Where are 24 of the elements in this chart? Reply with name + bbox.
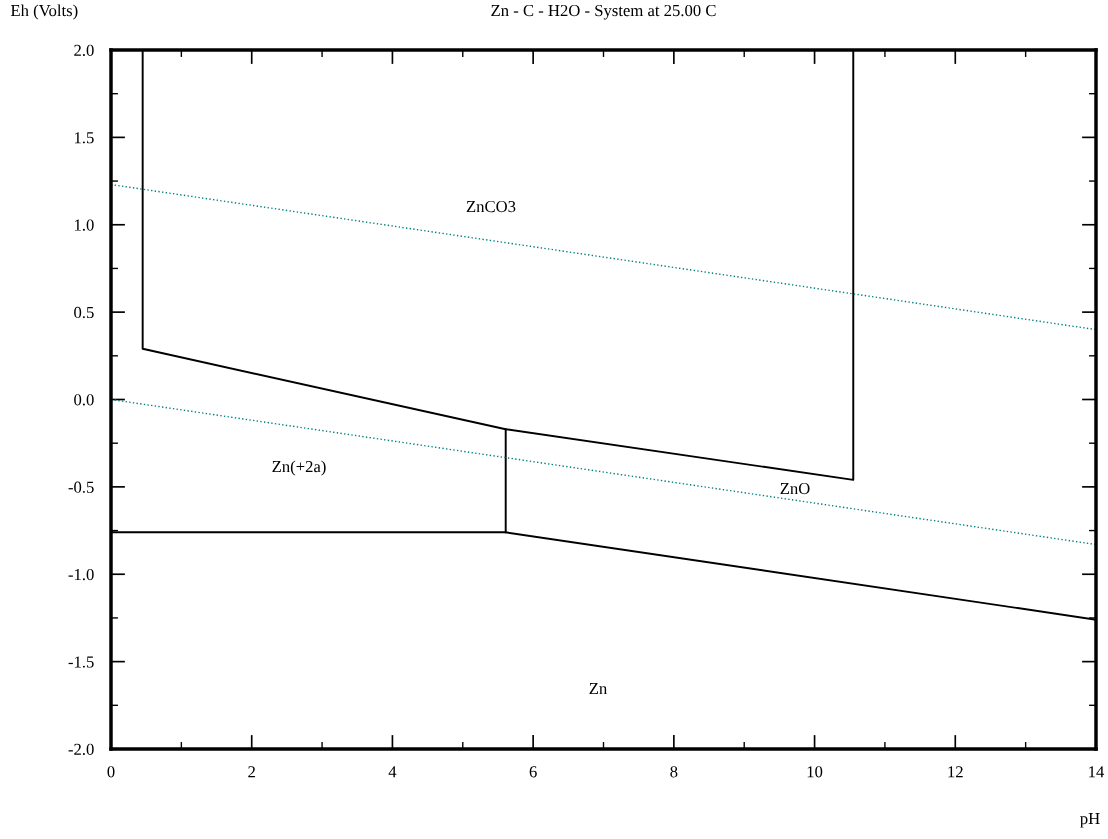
x-tick-label: 0 [107,766,115,778]
x-tick-label: 10 [807,766,823,778]
y-tick-label: -1.5 [68,656,94,668]
x-axis-title: pH [1080,813,1100,828]
y-tick-label: -0.5 [68,481,94,493]
x-tick-label: 14 [1089,766,1105,778]
x-tick-label: 2 [248,766,255,778]
x-tick-label: 12 [948,766,963,778]
y-tick-label: 1.5 [74,132,94,144]
annotation: ZnCO3 [466,200,516,213]
y-tick-label: 0.5 [74,306,94,319]
x-tick-label: 6 [529,766,537,778]
chart-title: Zn - C - H2O - System at 25.00 C [491,4,716,20]
x-tick-label: 4 [388,766,397,778]
annotation: Zn [589,683,607,695]
y-tick-label: -2.0 [68,743,94,756]
y-axis-title: Eh (Volts) [10,4,78,20]
annotation: ZnO [780,482,810,495]
y-tick-label: 2.0 [74,44,94,57]
annotation: Zn(+2a) [272,460,326,476]
y-tick-label: -1.0 [68,568,94,581]
y-tick-label: 0.0 [74,394,94,406]
x-tick-label: 8 [670,766,678,778]
y-tick-label: 1.0 [74,219,94,231]
